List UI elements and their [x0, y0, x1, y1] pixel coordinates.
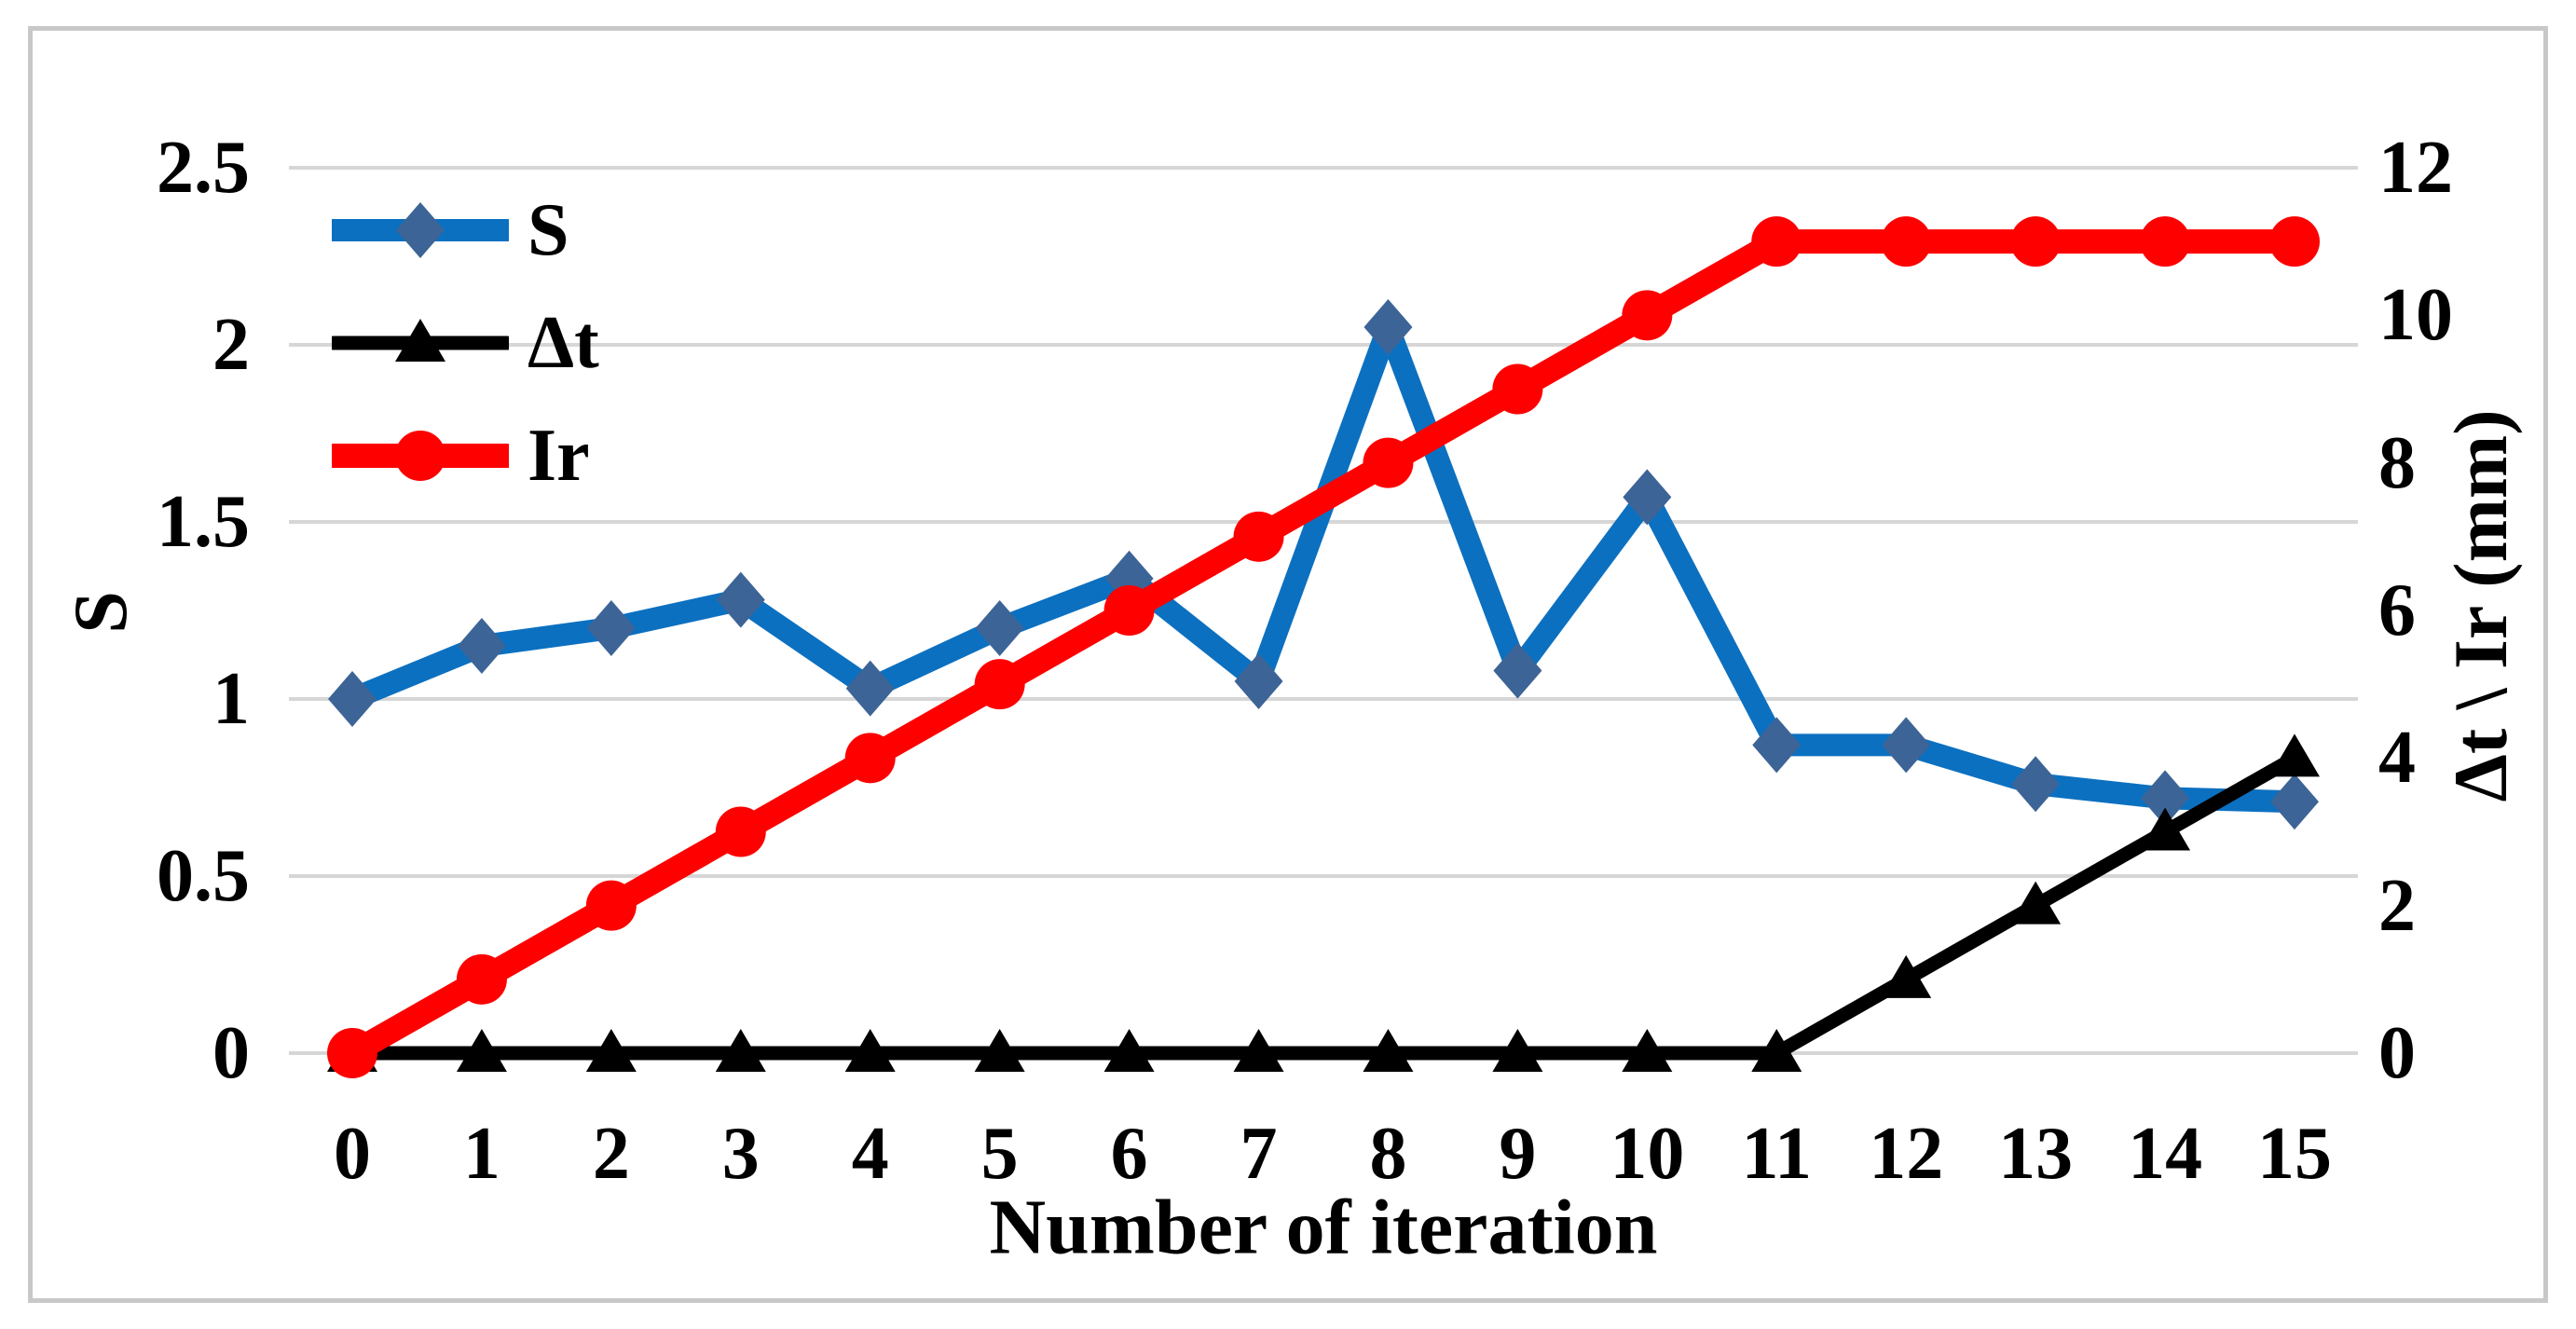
legend-item-ir: Ir: [332, 404, 590, 507]
delta-t-series-marker: [2140, 807, 2191, 851]
delta-t-series-marker: [456, 1029, 507, 1072]
y-axis-right-tick-label: 2: [2378, 864, 2416, 947]
delta-t-series-marker: [1751, 1029, 1802, 1072]
ir-series-marker: [1233, 511, 1284, 562]
delta-t-series-marker: [1233, 1029, 1284, 1072]
x-axis-title: Number of iteration: [989, 1184, 1658, 1271]
legend-swatch-s: [332, 202, 509, 258]
legend-item-delta-t: Δt: [332, 292, 599, 394]
x-axis-tick-label: 0: [334, 1113, 371, 1195]
x-axis-tick-label: 11: [1741, 1113, 1813, 1195]
ir-series-marker: [2010, 216, 2062, 267]
ir-series-marker: [844, 733, 896, 784]
x-axis-tick-label: 6: [1110, 1113, 1148, 1195]
x-axis-tick-label: 14: [2128, 1113, 2203, 1195]
legend-swatch-delta-t: [332, 319, 509, 362]
delta-t-series-marker: [1492, 1029, 1543, 1072]
s-series-marker: [2141, 770, 2190, 827]
ir-series-marker: [974, 659, 1025, 710]
delta-t-series-marker: [974, 1029, 1025, 1072]
left-axis-title: S: [58, 591, 143, 634]
y-axis-right-tick-label: 4: [2378, 717, 2416, 800]
ir-series-marker: [1363, 437, 1414, 488]
x-axis-tick-label: 12: [1869, 1113, 1944, 1195]
delta-t-series-marker: [585, 1029, 637, 1072]
delta-t-series-line: [345, 750, 2302, 1061]
x-axis-tick-label: 1: [462, 1113, 500, 1195]
y-axis-left-tick-label: 0.5: [157, 835, 250, 917]
delta-t-series-marker: [1622, 1029, 1673, 1072]
y-axis-left-tick-label: 2.5: [157, 127, 250, 209]
right-axis-title: Δt \ Ir (mm): [2438, 409, 2523, 802]
legend-marker-ir: [395, 431, 445, 481]
x-axis-tick-label: 5: [980, 1113, 1019, 1195]
delta-t-series-marker: [2010, 881, 2062, 925]
ir-series-marker: [327, 1028, 377, 1078]
y-axis-right-tick-label: 10: [2378, 274, 2453, 357]
x-axis-tick-label: 13: [1998, 1113, 2074, 1195]
s-series-line: [341, 316, 2306, 814]
x-axis-tick-label: 8: [1369, 1113, 1407, 1195]
s-series: [328, 299, 2319, 830]
s-series-marker: [2270, 774, 2319, 830]
ir-series-marker: [456, 953, 507, 1005]
s-series-marker: [1882, 717, 1931, 774]
ir-series-marker: [585, 880, 637, 931]
s-series-marker: [1363, 299, 1413, 355]
legend-label-delta-t: Δt: [528, 302, 599, 384]
ir-series-marker: [1622, 290, 1673, 341]
delta-t-series-marker: [1363, 1029, 1414, 1072]
ir-series-marker: [2140, 216, 2191, 267]
s-series-marker: [1234, 653, 1283, 709]
legend-item-s: S: [332, 179, 569, 281]
ir-series-marker: [1881, 216, 1932, 267]
x-axis-tick-label: 2: [592, 1113, 630, 1195]
ir-series-marker: [1103, 585, 1155, 636]
s-series-marker: [457, 618, 506, 674]
ir-series-line: [340, 229, 2307, 1065]
delta-t-series-marker: [1103, 1029, 1155, 1072]
s-series-marker: [328, 671, 377, 727]
s-series-marker: [845, 660, 895, 717]
s-series-marker: [1623, 469, 1672, 526]
x-axis-tick-label: 3: [721, 1113, 760, 1195]
legend-label-s: S: [528, 189, 569, 271]
legend-swatch-ir: [332, 431, 509, 481]
s-series-marker: [1493, 642, 1542, 699]
s-series-marker: [586, 600, 636, 656]
s-series-marker: [2011, 756, 2061, 813]
x-axis-tick-label: 4: [851, 1113, 889, 1195]
ir-series-marker: [2269, 216, 2320, 267]
delta-t-series-marker: [844, 1029, 896, 1072]
legend-label-ir: Ir: [528, 415, 590, 497]
y-axis-right-tick-label: 12: [2378, 127, 2453, 209]
y-axis-left-tick-label: 0: [212, 1012, 250, 1094]
legend-marker-s: [396, 202, 445, 258]
x-axis-tick-label: 15: [2257, 1113, 2332, 1195]
y-axis-right-tick-label: 8: [2378, 421, 2416, 504]
x-axis-tick-label: 9: [1499, 1113, 1537, 1195]
y-axis-left-tick-label: 1: [212, 658, 250, 740]
y-axis-right-tick-label: 6: [2378, 569, 2416, 651]
ir-series-marker: [715, 806, 766, 857]
s-series-marker: [1752, 717, 1802, 774]
s-series-marker: [716, 571, 765, 628]
ir-series-marker: [1492, 363, 1543, 415]
x-axis-tick-label: 7: [1240, 1113, 1278, 1195]
y-axis-left-tick-label: 2: [212, 304, 250, 386]
ir-series: [327, 216, 2320, 1078]
ir-series-marker: [1751, 216, 1802, 267]
s-series-marker: [975, 600, 1024, 656]
y-axis-right-tick-label: 0: [2378, 1012, 2416, 1094]
x-axis-tick-label: 10: [1610, 1113, 1685, 1195]
delta-t-series-marker: [715, 1029, 766, 1072]
legend-marker-delta-t: [395, 319, 445, 362]
delta-t-series-marker: [2269, 733, 2320, 777]
delta-t-series-marker: [1881, 954, 1932, 998]
y-axis-left-tick-label: 1.5: [157, 481, 250, 563]
